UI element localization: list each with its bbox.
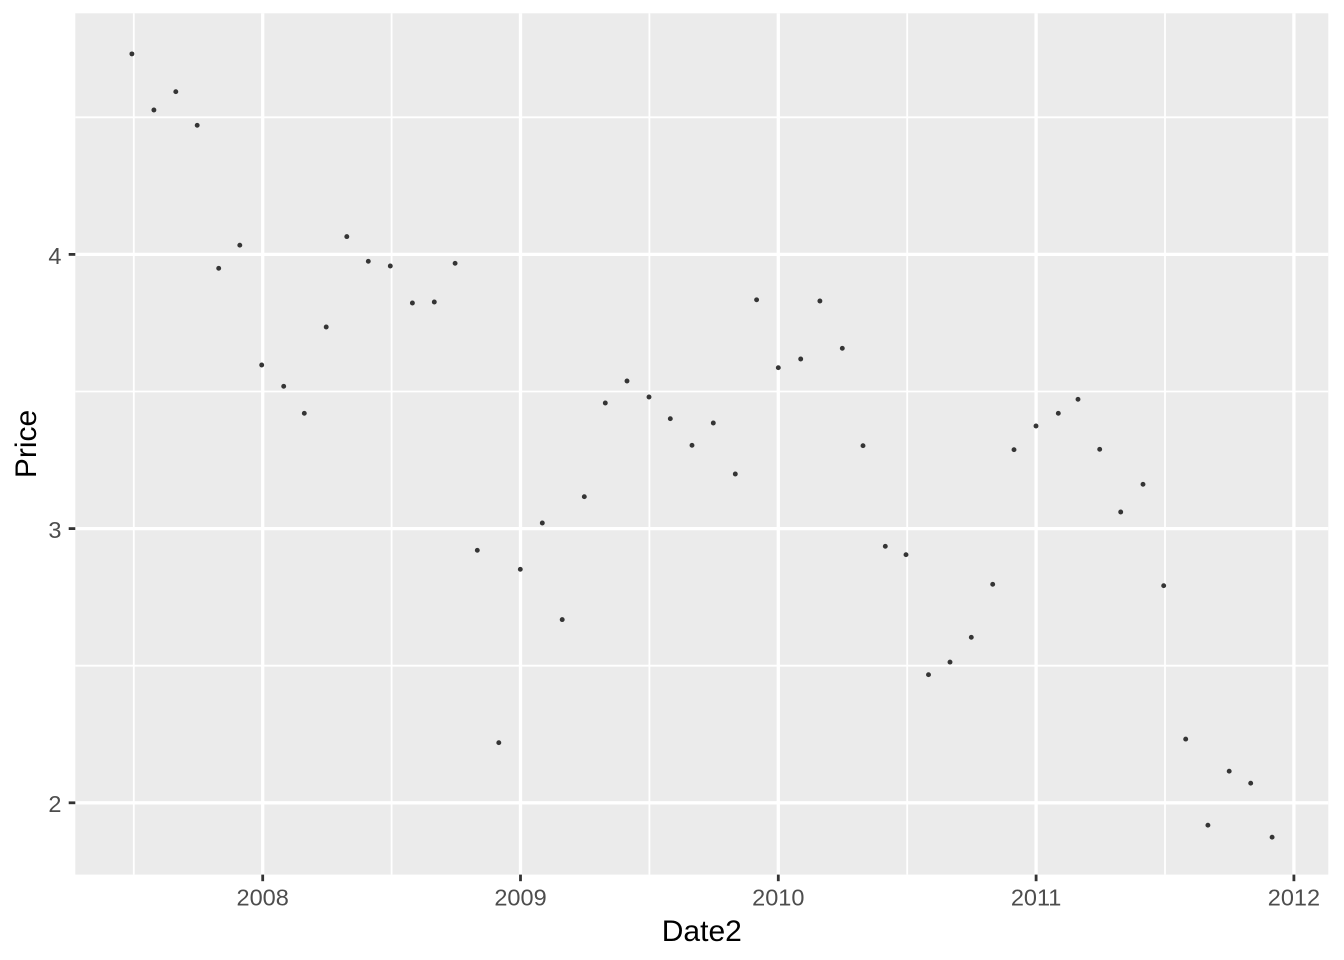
svg-text:2012: 2012: [1268, 885, 1320, 911]
svg-text:3: 3: [48, 517, 61, 543]
svg-text:2010: 2010: [752, 885, 804, 911]
svg-text:2009: 2009: [494, 885, 546, 911]
svg-text:4: 4: [48, 243, 61, 269]
svg-text:Price: Price: [10, 410, 43, 478]
svg-text:Date2: Date2: [662, 915, 742, 948]
svg-text:2008: 2008: [237, 885, 289, 911]
svg-text:2011: 2011: [1011, 885, 1062, 911]
svg-text:2: 2: [48, 791, 61, 817]
